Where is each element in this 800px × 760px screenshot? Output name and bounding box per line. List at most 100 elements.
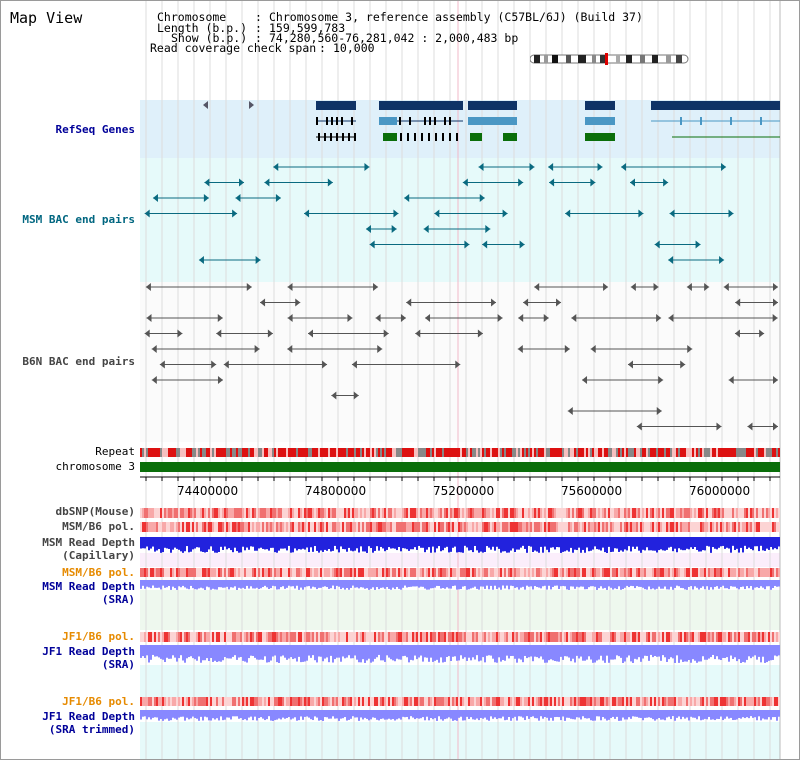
msm-pol2-cell <box>458 568 460 577</box>
msm-pol2-cell <box>728 568 730 577</box>
msm-pol2-cell <box>242 568 244 577</box>
b6n-bac-pair-end <box>353 391 359 400</box>
jf1-pol-cell <box>430 632 432 642</box>
msm-depth-cap-bar <box>672 537 674 552</box>
jf1-depth-trim-bar <box>306 710 308 717</box>
msm-pol-cell <box>468 522 470 532</box>
msm-pol-cell <box>200 522 202 532</box>
jf1-pol-cell <box>656 632 658 642</box>
jf1-depth-trim-bar <box>162 710 164 721</box>
msm-depth-sra-bar <box>494 580 496 586</box>
msm-pol2-cell <box>572 568 574 577</box>
jf1-depth-trim-bar <box>416 710 418 719</box>
jf1-pol-cell <box>412 632 414 642</box>
jf1-pol2-cell <box>720 697 722 706</box>
msm-depth-sra-bar <box>188 580 190 590</box>
chromosome-ideogram[interactable] <box>530 53 690 65</box>
jf1-pol2-cell <box>318 697 320 706</box>
jf1-pol2-cell <box>574 697 576 706</box>
jf1-pol2-cell <box>592 697 594 706</box>
msm-pol-cell <box>168 522 170 532</box>
jf1-depth-sra-bar <box>668 645 670 660</box>
jf1-depth-trim-bar <box>660 710 662 720</box>
jf1-depth-sra-bar <box>718 645 720 660</box>
repeat-segment <box>632 448 634 457</box>
jf1-pol2-cell <box>660 697 662 706</box>
repeat-segment <box>394 448 396 457</box>
msm-pol2-cell <box>722 568 724 577</box>
jf1-pol-cell <box>416 632 418 642</box>
repeat-segment <box>358 448 360 457</box>
jf1-pol2-cell <box>402 697 404 706</box>
jf1-depth-trim-bar <box>776 710 778 721</box>
repeat-segment <box>768 448 770 457</box>
jf1-depth-sra-bar <box>168 645 170 659</box>
msm-depth-sra-bar <box>176 580 178 590</box>
msm-pol2-cell <box>758 568 760 577</box>
jf1-pol-cell <box>218 632 220 642</box>
jf1-pol2-cell <box>140 697 142 706</box>
jf1-depth-trim-bar <box>736 710 738 720</box>
jf1-depth-trim-bar <box>370 710 372 720</box>
jf1-pol-cell <box>348 632 350 642</box>
track-label-dbsnp: dbSNP(Mouse) <box>55 505 135 518</box>
msm-pol-cell <box>662 522 664 532</box>
jf1-pol2-cell <box>502 697 504 706</box>
msm-depth-cap-bar <box>476 537 478 551</box>
dbsnp-cell <box>452 508 454 518</box>
exon <box>383 133 397 141</box>
b6n-bac-pair-end <box>246 283 252 291</box>
msm-pol-cell <box>330 522 332 532</box>
jf1-depth-trim-bar <box>146 710 148 720</box>
jf1-depth-sra-bar <box>366 645 368 661</box>
repeat-segment <box>618 448 620 457</box>
msm-depth-cap-bar <box>304 537 306 550</box>
show-label: Show (b.p.) <box>171 31 248 45</box>
msm-bac-pair-end <box>654 240 660 249</box>
jf1-depth-trim-bar <box>214 710 216 720</box>
jf1-pol2-cell <box>488 697 490 706</box>
msm-depth-sra-bar <box>200 580 202 588</box>
jf1-pol2-cell <box>620 697 622 706</box>
msm-depth-cap-bar <box>384 537 386 552</box>
msm-bac-pair-end <box>144 209 150 218</box>
jf1-depth-sra-bar <box>594 645 596 663</box>
msm-depth-sra-bar <box>492 580 494 590</box>
jf1-pol-cell <box>206 632 208 642</box>
jf1-pol-cell <box>410 632 412 642</box>
msm-pol2-cell <box>462 568 464 577</box>
msm-pol-cell <box>354 522 356 532</box>
jf1-pol-cell <box>712 632 714 642</box>
msm-depth-sra-bar <box>630 580 632 586</box>
exon <box>318 133 320 141</box>
jf1-depth-sra-bar <box>200 645 202 663</box>
jf1-pol-cell <box>346 632 348 642</box>
jf1-depth-sra-bar <box>558 645 560 662</box>
msm-pol-cell <box>272 522 274 532</box>
dbsnp-cell <box>412 508 414 518</box>
jf1-depth-sra-bar <box>178 645 180 659</box>
repeat-segment <box>230 448 232 457</box>
msm-depth-sra-bar <box>292 580 294 587</box>
repeat-segment <box>720 448 722 457</box>
repeat-segment <box>684 448 686 457</box>
jf1-depth-sra-bar <box>464 645 466 658</box>
jf1-pol-cell <box>334 632 336 642</box>
msm-depth-sra-bar <box>172 580 174 587</box>
jf1-pol-cell <box>266 632 268 642</box>
dbsnp-cell <box>622 508 624 518</box>
jf1-depth-sra-bar <box>682 645 684 662</box>
msm-pol2-cell <box>690 568 692 577</box>
exon <box>449 117 451 125</box>
msm-depth-cap-bar <box>718 537 720 548</box>
msm-pol2-cell <box>182 568 184 577</box>
msm-pol-cell <box>424 522 426 532</box>
jf1-pol-cell <box>514 632 516 642</box>
dbsnp-cell <box>236 508 238 518</box>
jf1-depth-trim-bar <box>224 710 226 720</box>
msm-depth-sra-bar <box>210 580 212 590</box>
b6n-bac-pair-end <box>159 360 165 369</box>
msm-depth-cap-bar <box>284 537 286 549</box>
msm-depth-cap-bar <box>496 537 498 547</box>
